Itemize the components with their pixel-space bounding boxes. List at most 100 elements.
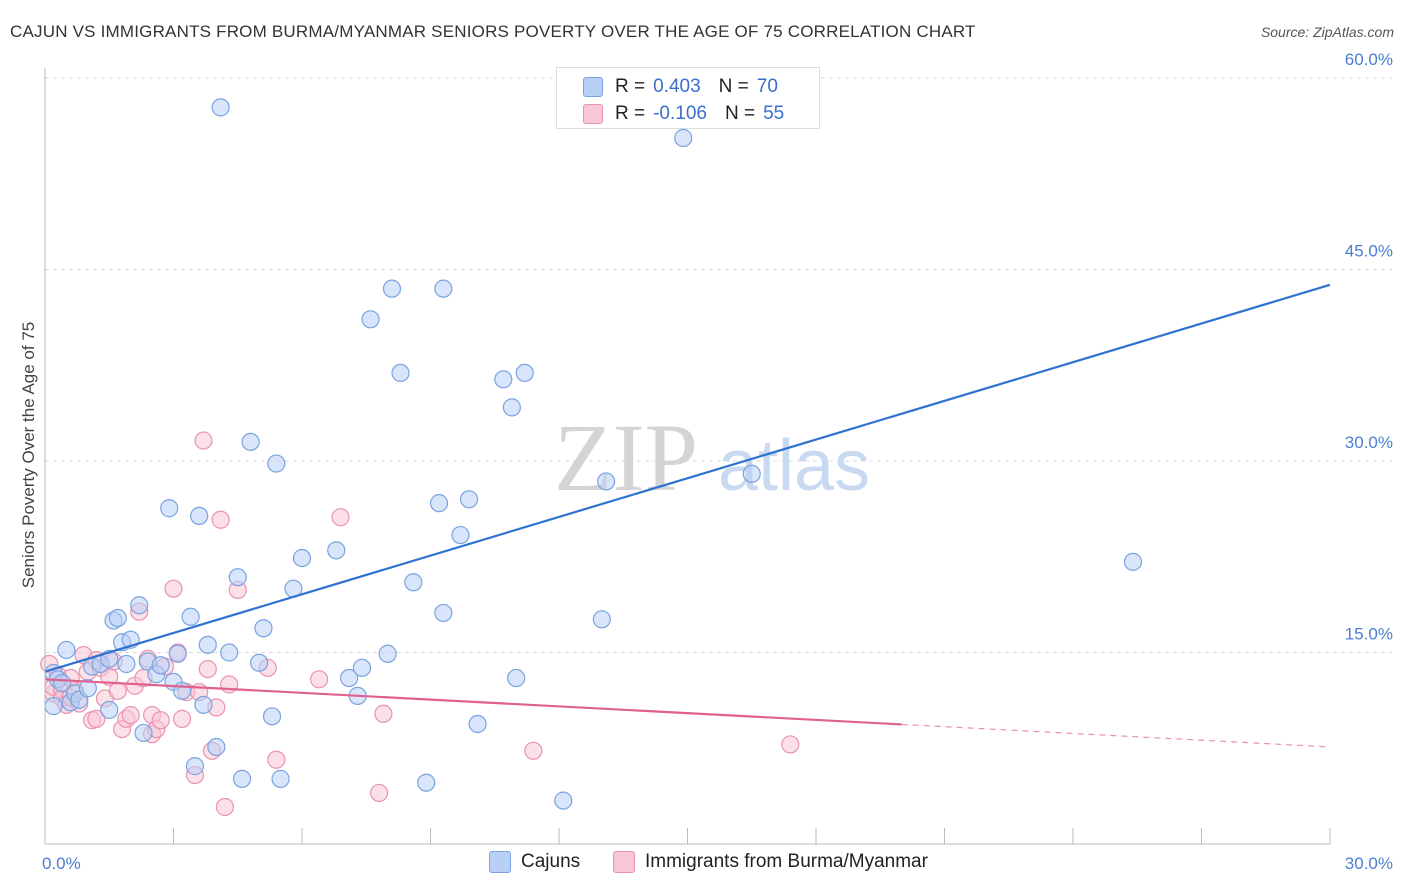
- correlation-legend: R = 0.403 N = 70 R = -0.106 N = 55: [556, 67, 820, 129]
- cajun-point: [429, 494, 449, 513]
- burma-point: [121, 705, 140, 725]
- cajun-point: [327, 541, 346, 560]
- cajun-point: [190, 506, 209, 525]
- burma-point: [310, 670, 329, 689]
- trend-layer: [44, 283, 1331, 748]
- cajun-point: [742, 464, 761, 483]
- watermark-atlas: atlas: [718, 426, 870, 506]
- cajun-point: [597, 472, 616, 491]
- cajun-trend-line: [44, 283, 1331, 673]
- burma-point: [215, 797, 234, 817]
- burma-point: [374, 704, 393, 723]
- burma-point: [151, 711, 170, 730]
- cajun-point: [674, 128, 693, 148]
- burma-point: [267, 750, 286, 769]
- cajun-point: [417, 773, 436, 792]
- chart-title: CAJUN VS IMMIGRANTS FROM BURMA/MYANMAR S…: [10, 22, 976, 41]
- points-layer: [40, 98, 1143, 817]
- watermark-zip: ZIP: [554, 404, 698, 511]
- burma-point: [781, 735, 800, 754]
- cajun-point: [232, 769, 252, 788]
- cajun-point: [267, 454, 286, 473]
- cajun-point: [391, 363, 410, 383]
- cajun-point: [1123, 552, 1143, 571]
- cajun-point: [250, 653, 269, 672]
- series-swatch-pink: [613, 851, 635, 873]
- legend-n-value: 70: [756, 76, 778, 97]
- cajun-point: [451, 525, 470, 545]
- cajun-point: [185, 757, 205, 776]
- cajun-point: [241, 432, 260, 451]
- burma-point: [524, 741, 543, 760]
- legend-r-label: R =: [615, 103, 646, 124]
- burma-point: [87, 709, 106, 728]
- cajun-point: [168, 644, 187, 663]
- cajun-point: [172, 681, 192, 700]
- cajun-point: [198, 635, 217, 654]
- series-swatch-blue: [489, 851, 511, 873]
- burma-trend-line: [44, 678, 902, 726]
- legend-n-value: 55: [763, 103, 785, 124]
- y-axis-label: Seniors Poverty Over the Age of 75: [19, 322, 38, 588]
- cajun-point: [262, 707, 282, 726]
- cajun-point: [130, 596, 149, 615]
- cajun-point: [382, 279, 402, 298]
- source-label: Source: ZipAtlas.com: [1260, 24, 1394, 40]
- cajun-point: [502, 398, 521, 417]
- legend-n-label: N =: [718, 76, 749, 97]
- cajun-point: [100, 700, 119, 720]
- cajun-point: [254, 619, 273, 638]
- cajun-point: [361, 310, 380, 329]
- cajun-point: [515, 363, 534, 383]
- cajun-point: [404, 573, 423, 592]
- cajun-point: [459, 490, 479, 509]
- cajun-point: [434, 279, 453, 298]
- cajun-point: [378, 644, 397, 663]
- cajun-point: [434, 603, 453, 623]
- legend-r-value: 0.403: [653, 76, 701, 97]
- legend-row-burma: R = -0.106 N = 55: [583, 102, 784, 126]
- axis-layer: 15.0% 30.0% 45.0% 60.0% 0.0% 30.0%: [42, 50, 1393, 873]
- legend-n-label: N =: [724, 103, 756, 124]
- cajun-point: [220, 643, 239, 662]
- cajun-point: [194, 695, 213, 714]
- cajun-point: [134, 723, 153, 743]
- cajun-point: [211, 98, 230, 117]
- cajun-point: [57, 640, 76, 660]
- series-label-burma: Immigrants from Burma/Myanmar: [645, 851, 928, 872]
- cajun-point: [554, 791, 573, 810]
- burma-point: [164, 579, 183, 598]
- cajun-point: [292, 548, 312, 568]
- cajun-point: [117, 654, 136, 674]
- series-legend-cajuns[interactable]: Cajuns: [489, 851, 580, 873]
- legend-r-label: R =: [615, 76, 646, 97]
- series-label-cajuns: Cajuns: [521, 851, 581, 872]
- cajun-point: [228, 568, 247, 587]
- burma-point: [108, 681, 127, 700]
- y-tick-label: 60.0%: [1345, 50, 1393, 69]
- cajun-point: [352, 658, 372, 677]
- cajun-point: [468, 714, 487, 734]
- x-tick-label-min: 0.0%: [42, 854, 81, 873]
- series-legend: Cajuns Immigrants from Burma/Myanmar: [0, 851, 1406, 877]
- burma-point: [194, 431, 213, 450]
- cajun-point: [507, 668, 526, 688]
- cajun-point: [207, 737, 226, 757]
- burma-point: [211, 510, 230, 529]
- burma-point: [331, 508, 350, 527]
- cajun-point: [160, 499, 179, 518]
- burma-point: [172, 709, 192, 728]
- burma-trend-extension: [901, 723, 1331, 748]
- cajun-point: [340, 668, 359, 688]
- y-tick-label: 15.0%: [1345, 625, 1393, 644]
- burma-point: [198, 659, 217, 679]
- series-legend-burma[interactable]: Immigrants from Burma/Myanmar: [613, 851, 928, 873]
- legend-row-cajuns: R = 0.403 N = 70: [583, 75, 778, 99]
- watermark: ZIP atlas: [554, 404, 870, 511]
- legend-r-value: -0.106: [653, 103, 707, 124]
- y-tick-label: 45.0%: [1345, 242, 1393, 261]
- cajun-point: [44, 697, 63, 716]
- cajun-point: [271, 769, 290, 788]
- cajun-point: [181, 607, 200, 626]
- burma-point: [370, 783, 389, 803]
